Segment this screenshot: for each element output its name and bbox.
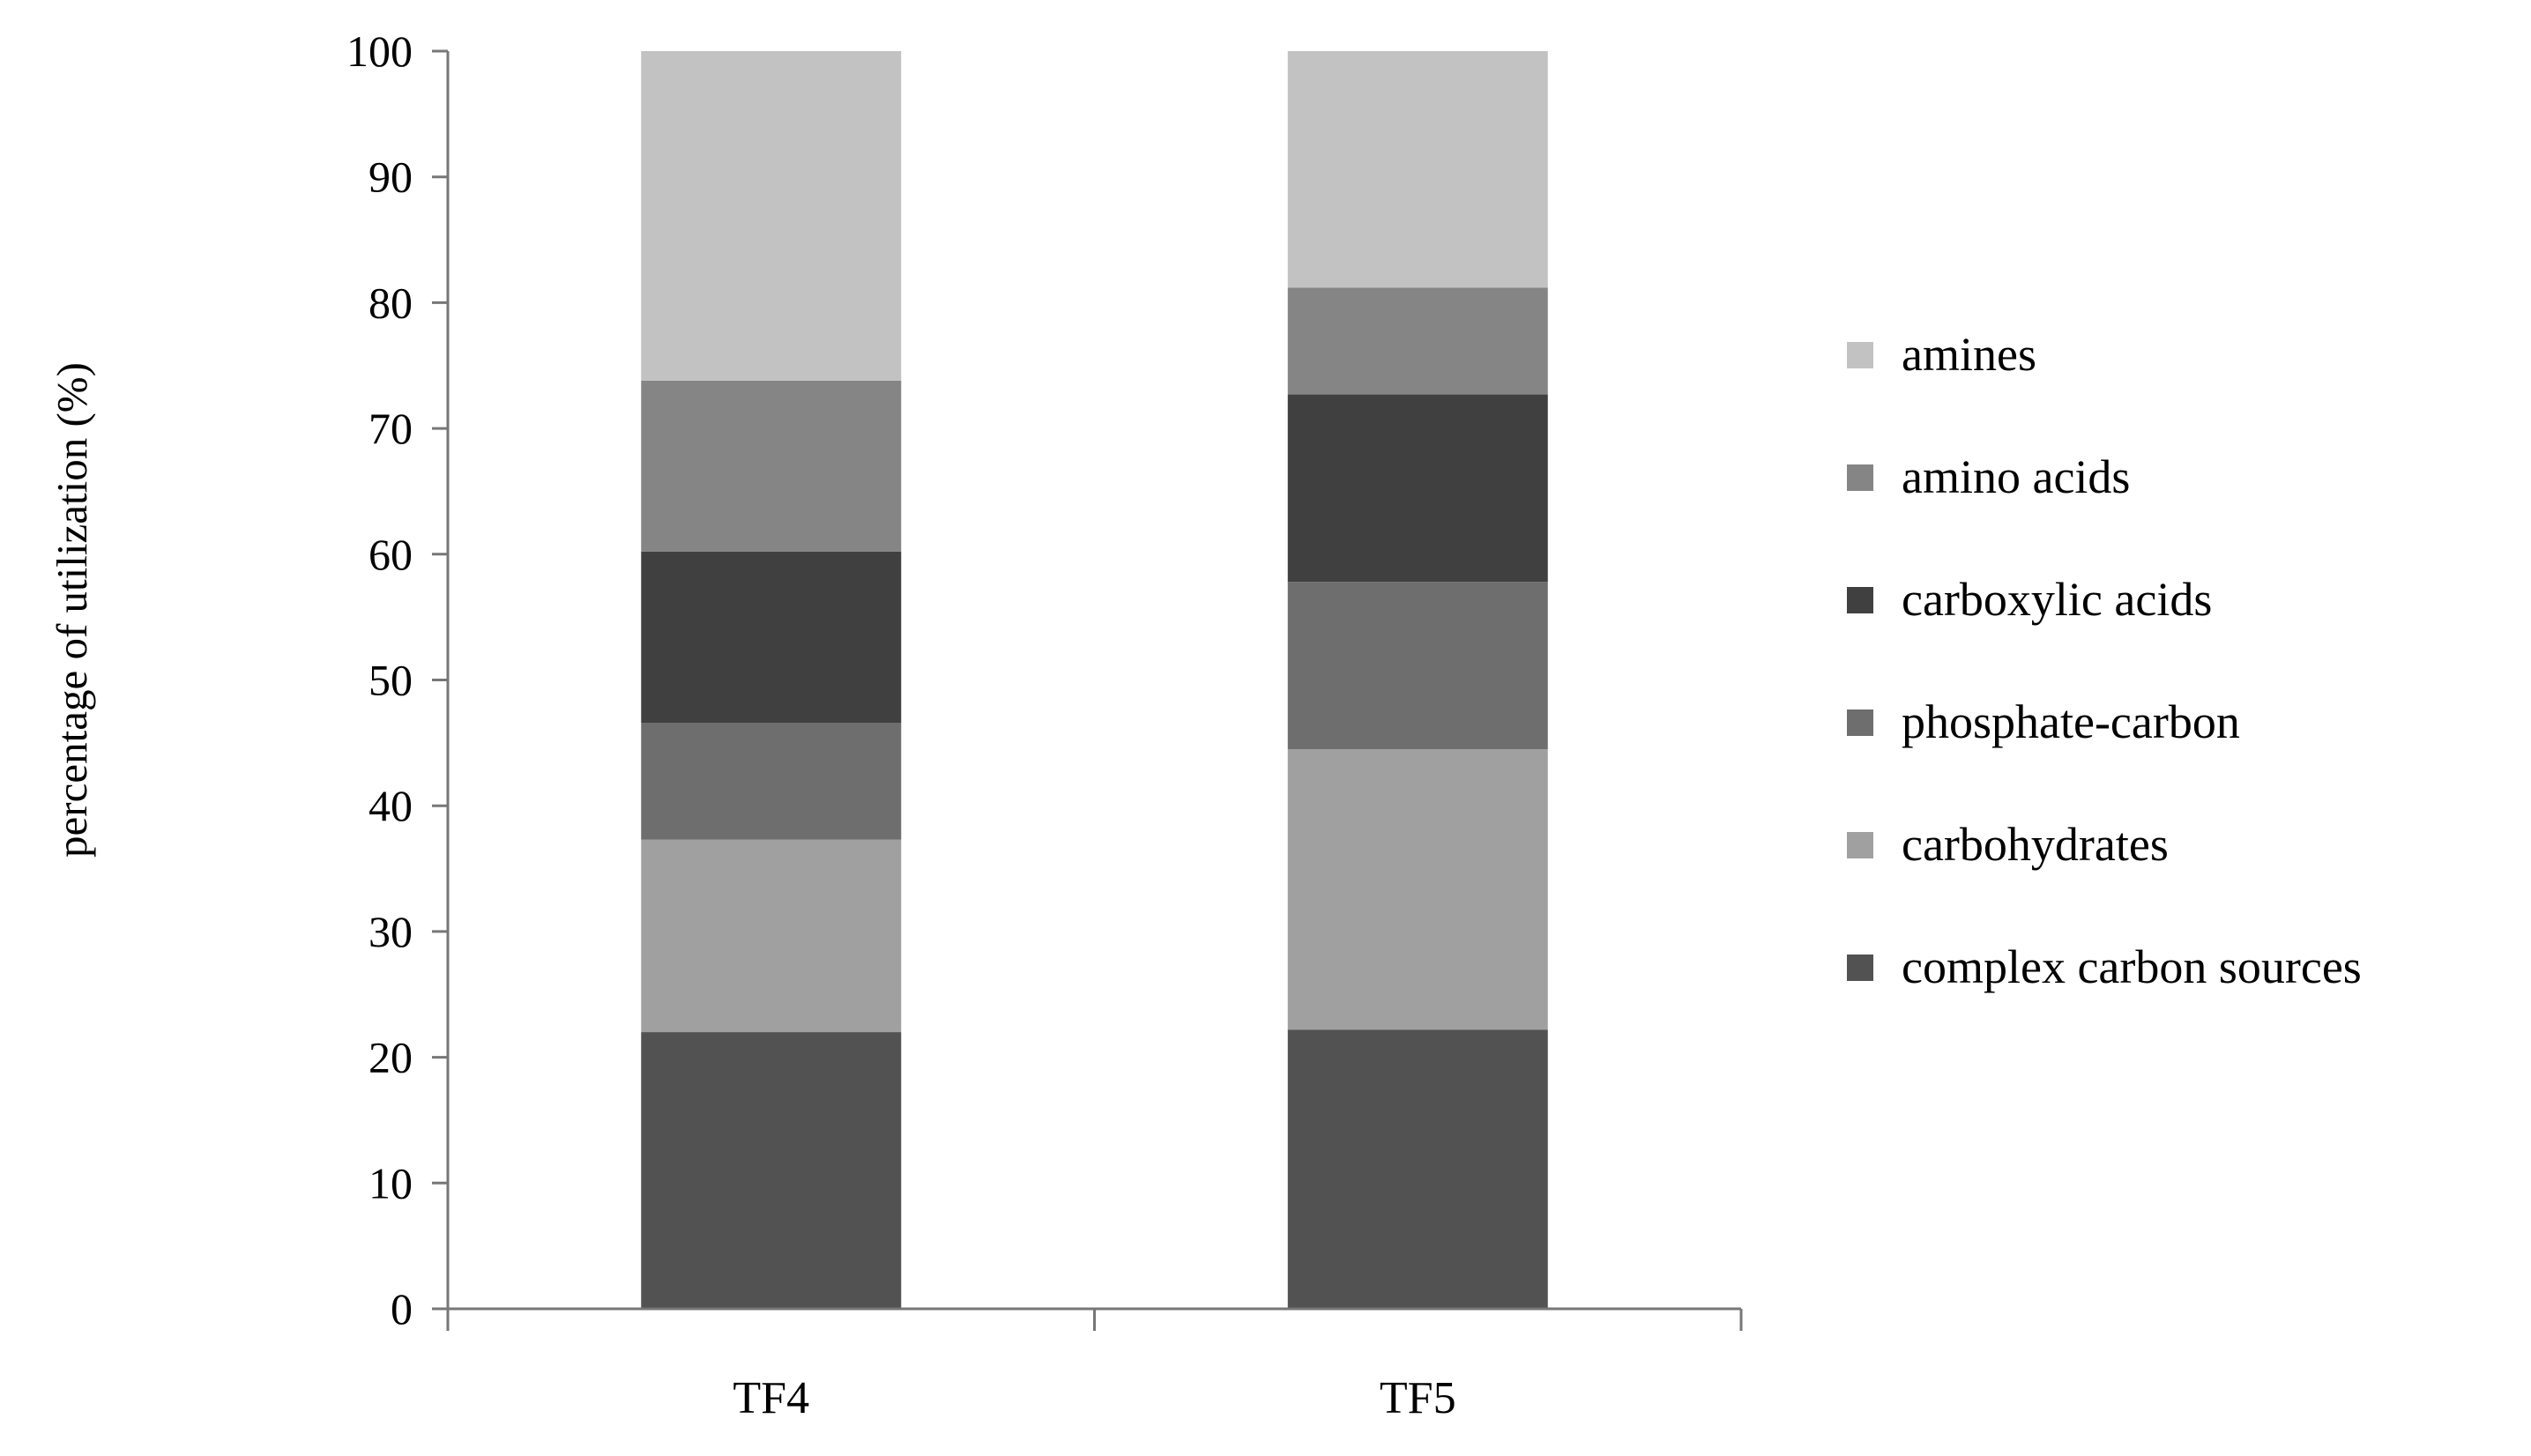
legend-label: carbohydrates (1902, 818, 2169, 871)
x-tick-label: TF4 (733, 1373, 809, 1423)
legend-swatch (1847, 832, 1873, 858)
axes-layer: TF4 TF5 0 10 20 30 40 50 60 70 80 90 100 (346, 26, 1743, 1423)
bar-tf5-carbohydrates (1287, 748, 1548, 1030)
legend-swatch (1847, 464, 1873, 491)
y-tick-label: 100 (346, 26, 413, 76)
legend-item: carbohydrates (1847, 818, 2169, 871)
bars-layer (641, 51, 1548, 1309)
legend-label: phosphate-carbon (1902, 695, 2240, 748)
legend-label: complex carbon sources (1902, 940, 2362, 993)
y-tick-label: 20 (368, 1033, 413, 1082)
legend-item: amines (1847, 328, 2036, 381)
bar-tf4-phosphate-carbon (641, 723, 902, 840)
legend-label: amines (1902, 328, 2036, 381)
legend-label: carboxylic acids (1902, 573, 2212, 626)
x-tick-label: TF5 (1380, 1373, 1456, 1423)
y-tick-label: 0 (391, 1284, 413, 1333)
legend: amines amino acids carboxylic acids phospha… (1847, 328, 2362, 993)
legend-item: carboxylic acids (1847, 573, 2212, 626)
bar-tf5-amino-acids (1287, 287, 1548, 395)
bar-tf4-carbohydrates (641, 839, 902, 1033)
y-tick-label: 40 (368, 781, 413, 830)
bar-tf5-complex-carbon-sources (1287, 1029, 1548, 1309)
y-tick-label: 60 (368, 530, 413, 579)
y-tick-label: 90 (368, 152, 413, 202)
legend-label: amino acids (1902, 450, 2130, 503)
legend-swatch (1847, 709, 1873, 736)
legend-item: complex carbon sources (1847, 940, 2362, 993)
bar-tf4-carboxylic-acids (641, 551, 902, 724)
legend-swatch (1847, 342, 1873, 368)
y-tick-label: 80 (368, 278, 413, 327)
y-tick-label: 50 (368, 656, 413, 705)
bar-tf5-phosphate-carbon (1287, 582, 1548, 749)
bar-tf4-complex-carbon-sources (641, 1032, 902, 1309)
bar-tf4-amines (641, 51, 902, 381)
bar-tf4-amino-acids (641, 380, 902, 552)
bar-tf5-carboxylic-acids (1287, 394, 1548, 583)
y-tick-label: 70 (368, 404, 413, 453)
legend-item: amino acids (1847, 450, 2130, 503)
bar-tf5-amines (1287, 51, 1548, 288)
legend-item: phosphate-carbon (1847, 695, 2240, 748)
y-tick-label: 30 (368, 907, 413, 956)
legend-swatch (1847, 587, 1873, 613)
legend-swatch (1847, 955, 1873, 981)
y-axis-label: percentage of utilization (%) (48, 362, 96, 858)
y-tick-label: 10 (368, 1158, 413, 1207)
